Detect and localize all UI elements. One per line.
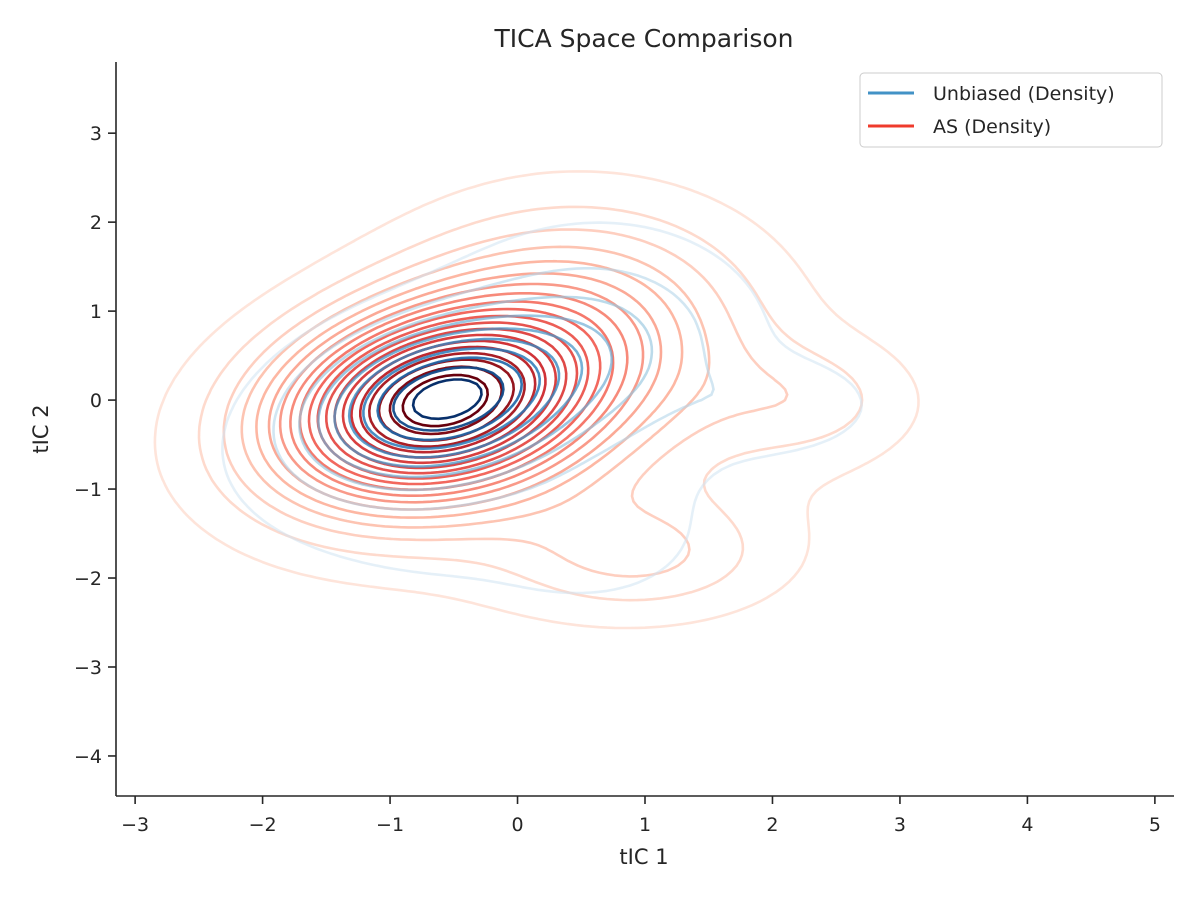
legend: Unbiased (Density) AS (Density) [859,72,1163,148]
y-axis-label: tIC 2 [29,404,53,453]
y-tick-label: −2 [74,568,102,590]
as-contour-level [359,345,537,454]
y-tick-label: 0 [90,390,102,412]
unbiased-contour-level [411,378,483,421]
x-tick-label: −1 [376,814,404,836]
unbiased-contour-level [333,327,584,468]
y-tick-label: −4 [74,746,102,768]
x-tick-label: 1 [639,814,651,836]
legend-label-unbiased: Unbiased (Density) [933,83,1115,105]
y-tick-label: 2 [90,212,102,234]
contour-plot-area [153,170,920,630]
unbiased-contour-level [317,314,613,479]
as-contour-level [368,351,526,448]
as-contour-level [222,228,789,578]
legend-frame [859,72,1163,148]
as-contour-level [325,321,579,475]
unbiased-contour-level [272,267,715,511]
unbiased-contour-level [376,356,523,442]
x-tick-label: 4 [1021,814,1033,836]
x-tick-label: 2 [766,814,778,836]
x-tick-label: 5 [1149,814,1161,836]
x-tick-label: 0 [511,814,523,836]
unbiased-contour-level [298,295,654,492]
as-contour-level [197,205,864,602]
as-contour-level [401,373,489,428]
x-axis-ticks: −3 −2 −1 0 1 2 3 4 5 [121,796,1161,836]
chart-title: TICA Space Comparison [494,24,794,53]
x-axis-label: tIC 1 [619,845,668,869]
as-contour-level [289,292,629,497]
unbiased-contour-level [392,366,505,432]
unbiased-contour-level [221,221,863,595]
unbiased-contour-level [362,347,541,450]
as-contour-level [255,259,684,519]
as-contour-level [341,333,558,465]
y-tick-label: 1 [90,301,102,323]
as-contour-level [153,170,920,630]
x-tick-label: 3 [894,814,906,836]
y-tick-label: −3 [74,657,102,679]
y-axis-ticks: −4 −3 −2 −1 0 1 2 3 [74,123,116,768]
unbiased-contour-level [347,337,561,459]
y-tick-label: −1 [74,479,102,501]
legend-label-as: AS (Density) [933,116,1051,138]
x-tick-label: −2 [249,814,277,836]
y-tick-label: 3 [90,123,102,145]
x-tick-label: −3 [121,814,149,836]
